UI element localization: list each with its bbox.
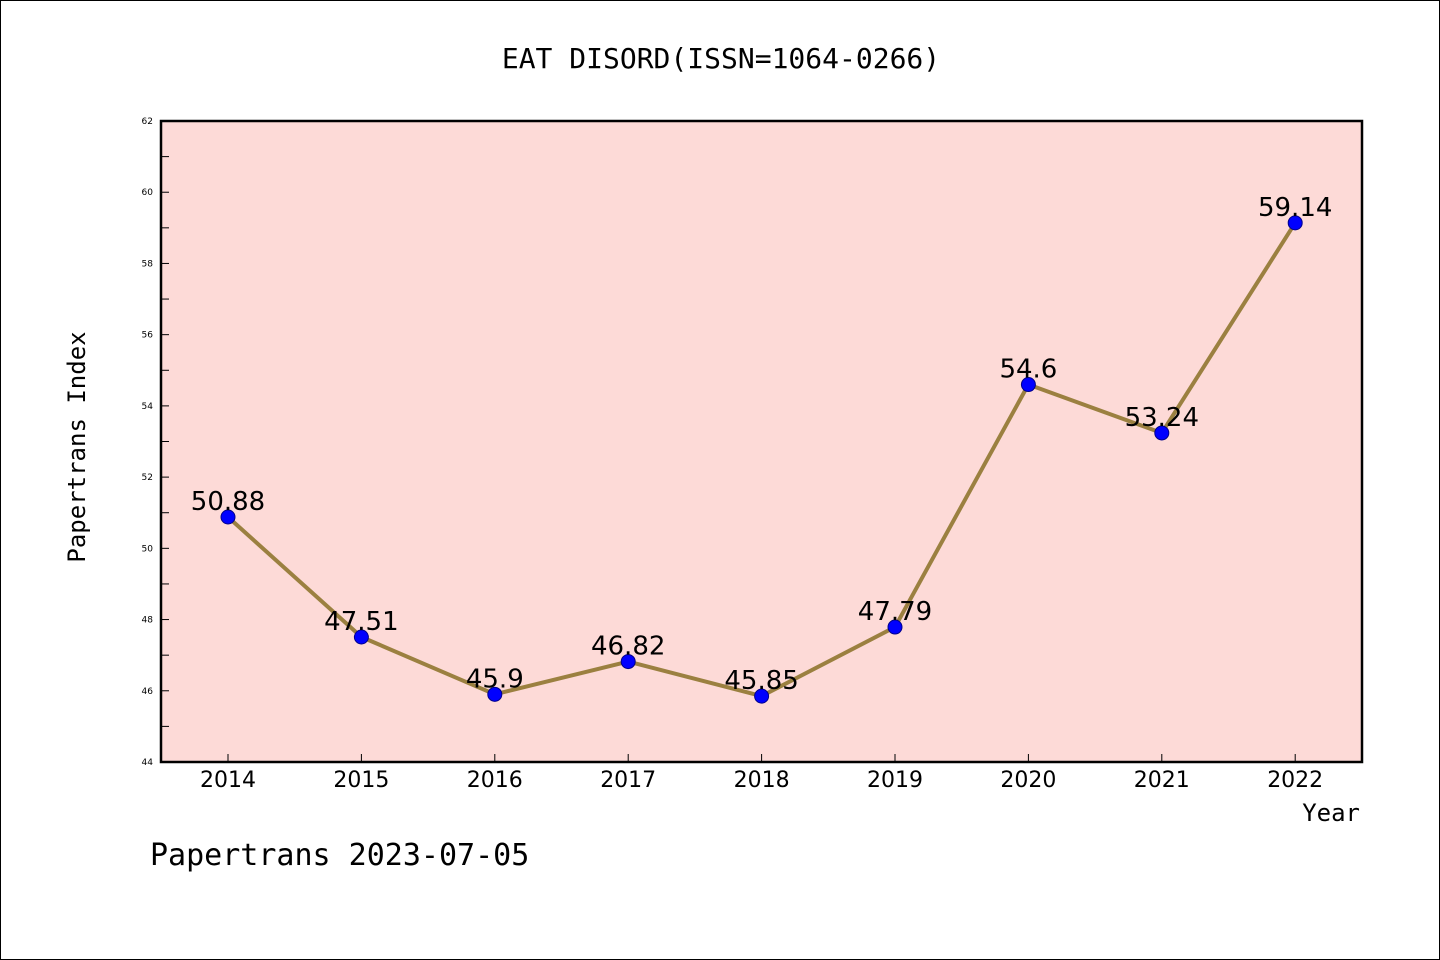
series-layer: 50.88 47.51 45.9 46.82 45.85 47.79 54.6 53.24 59… (191, 193, 1332, 704)
y-tick-label: 62 (142, 117, 153, 127)
y-tick-label: 44 (142, 758, 154, 768)
plot-area (161, 121, 1362, 762)
footer-note: Papertrans 2023-07-05 (150, 838, 529, 873)
y-tick-label: 54 (142, 402, 154, 412)
y-tick-label: 60 (142, 188, 154, 198)
chart-title: EAT DISORD(ISSN=1064-0266) (502, 42, 940, 75)
plot-border (159, 119, 1364, 764)
x-axis: 2014 2015 2016 2017 2018 2019 2020 2021 2022 (200, 754, 1323, 793)
y-tick-label: 46 (142, 687, 154, 697)
x-tick-label: 2016 (467, 768, 523, 793)
data-point (1287, 215, 1303, 231)
x-tick-label: 2019 (867, 768, 923, 793)
x-tick-label: 2014 (200, 768, 256, 793)
x-tick-label: 2018 (734, 768, 790, 793)
y-axis: 44 46 48 50 52 54 56 58 60 62 (142, 117, 169, 768)
x-tick-label: 2022 (1267, 768, 1323, 793)
x-axis-label: Year (1302, 799, 1360, 827)
data-point (620, 654, 636, 670)
y-axis-label: Papertrans Index (63, 331, 91, 562)
x-tick-label: 2015 (333, 768, 389, 793)
y-tick-label: 50 (142, 544, 154, 554)
data-point (1020, 377, 1036, 393)
y-tick-label: 48 (142, 616, 154, 626)
x-tick-label: 2017 (600, 768, 656, 793)
x-tick-label: 2021 (1134, 768, 1190, 793)
data-point (754, 688, 770, 704)
y-tick-label: 58 (142, 259, 154, 269)
data-point (887, 619, 903, 635)
x-tick-label: 2020 (1000, 768, 1056, 793)
data-label: 59.14 (1258, 193, 1332, 223)
data-label: 53.24 (1125, 403, 1199, 433)
data-point (220, 509, 236, 525)
data-point (487, 686, 503, 702)
data-label: 47.79 (858, 597, 932, 627)
data-label: 45.85 (724, 666, 798, 696)
data-label: 46.82 (591, 632, 665, 662)
data-label: 50.88 (191, 487, 265, 517)
data-point (353, 629, 369, 645)
data-label: 47.51 (324, 607, 398, 637)
data-label: 54.6 (999, 355, 1057, 385)
y-tick-label: 56 (142, 331, 154, 341)
y-tick-label: 52 (142, 473, 153, 483)
data-label: 45.9 (466, 664, 524, 694)
data-point (1154, 425, 1170, 441)
